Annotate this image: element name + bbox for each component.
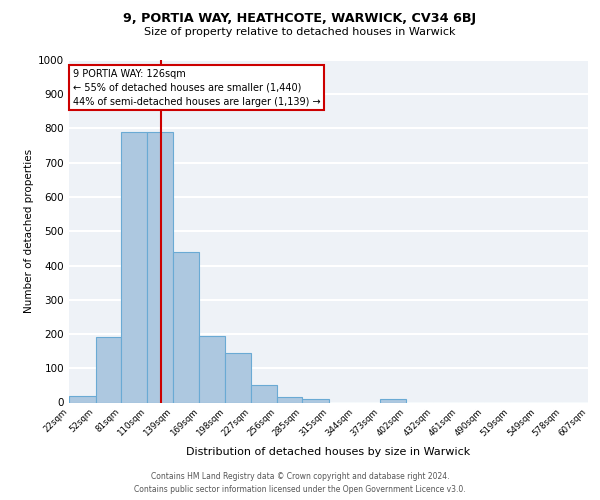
X-axis label: Distribution of detached houses by size in Warwick: Distribution of detached houses by size … (187, 446, 470, 456)
Text: Contains public sector information licensed under the Open Government Licence v3: Contains public sector information licen… (134, 484, 466, 494)
Bar (251, 386, 277, 402)
Text: Contains HM Land Registry data © Crown copyright and database right 2024.: Contains HM Land Registry data © Crown c… (151, 472, 449, 481)
Text: 9 PORTIA WAY: 126sqm
← 55% of detached houses are smaller (1,440)
44% of semi-de: 9 PORTIA WAY: 126sqm ← 55% of detached h… (73, 68, 320, 106)
Text: 9, PORTIA WAY, HEATHCOTE, WARWICK, CV34 6BJ: 9, PORTIA WAY, HEATHCOTE, WARWICK, CV34 … (124, 12, 476, 25)
Bar (277, 398, 302, 402)
Bar (302, 399, 329, 402)
Y-axis label: Number of detached properties: Number of detached properties (24, 149, 34, 314)
Bar (69, 396, 95, 402)
Bar (199, 336, 225, 402)
Bar (95, 338, 121, 402)
Text: Size of property relative to detached houses in Warwick: Size of property relative to detached ho… (144, 27, 456, 37)
Bar (225, 353, 251, 403)
Bar (380, 399, 406, 402)
Bar (147, 132, 173, 402)
Bar (173, 252, 199, 402)
Bar (121, 132, 147, 402)
